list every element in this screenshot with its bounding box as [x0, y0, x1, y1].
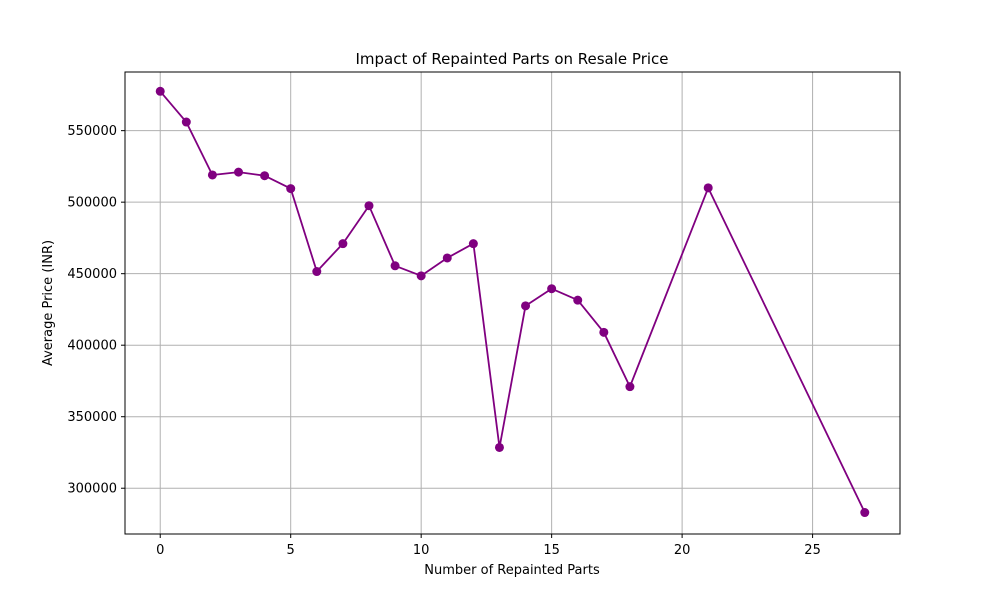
y-tick-label: 500000 — [67, 196, 117, 211]
data-point — [494, 442, 504, 452]
data-point — [338, 239, 348, 249]
x-tick-label: 20 — [674, 543, 691, 558]
data-point — [364, 201, 374, 211]
plot-area-frame — [124, 71, 901, 535]
data-point — [260, 171, 270, 181]
axis-ticks: 0 5 10 15 20 25 300000 350000 400000 450000 500000… — [67, 124, 820, 558]
y-tick-label: 550000 — [67, 124, 117, 139]
data-point — [468, 239, 478, 249]
y-tick-label: 350000 — [67, 410, 117, 425]
grid-lines — [125, 72, 900, 534]
data-point — [573, 295, 583, 305]
data-point — [181, 117, 191, 127]
data-point — [312, 267, 322, 277]
x-axis-label: Number of Repainted Parts — [424, 563, 600, 578]
data-point — [521, 301, 531, 311]
y-tick-label: 450000 — [67, 267, 117, 282]
data-point — [547, 284, 557, 294]
data-point — [234, 167, 244, 177]
x-tick-label: 25 — [804, 543, 821, 558]
data-point — [625, 382, 635, 392]
data-point — [599, 327, 609, 337]
data-point — [207, 170, 217, 180]
data-point — [860, 508, 870, 518]
x-tick-label: 5 — [287, 543, 295, 558]
data-series — [155, 86, 870, 518]
data-point — [286, 184, 296, 194]
data-point — [703, 183, 713, 193]
data-point — [416, 271, 426, 281]
y-tick-label: 400000 — [67, 339, 117, 354]
y-tick-label: 300000 — [67, 482, 117, 497]
x-tick-label: 15 — [543, 543, 560, 558]
data-point — [442, 253, 452, 263]
data-point — [155, 86, 165, 96]
y-axis-label: Average Price (INR) — [41, 240, 56, 366]
x-tick-label: 0 — [156, 543, 164, 558]
chart-title: Impact of Repainted Parts on Resale Pric… — [355, 50, 668, 68]
data-point — [390, 261, 400, 271]
x-tick-label: 10 — [413, 543, 430, 558]
